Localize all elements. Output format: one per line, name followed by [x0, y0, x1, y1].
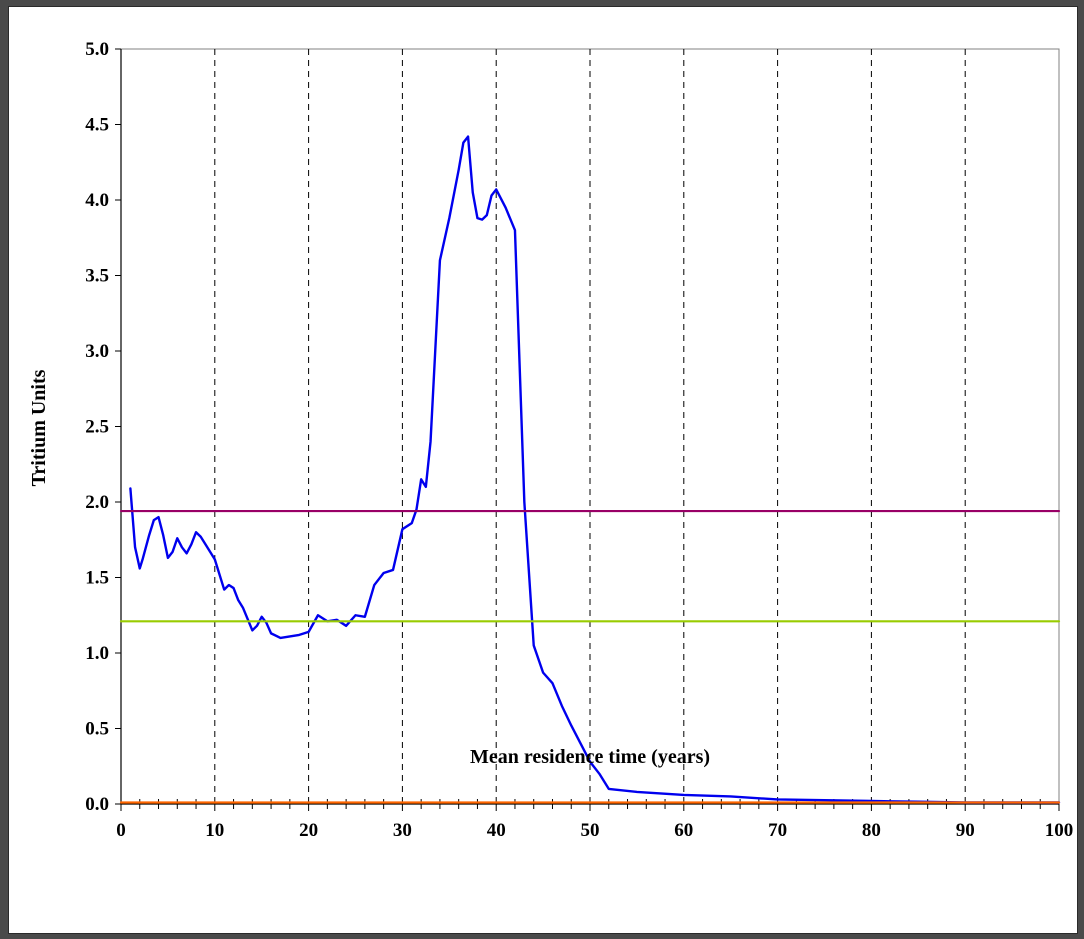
y-tick-label: 2.0 [85, 492, 109, 513]
line-chart: 0 10 20 30 40 50 60 70 80 90 100 0.0 0.5 1.0 1.5 2.0 2.5… [28, 39, 1074, 841]
x-tick-label: 100 [1045, 820, 1074, 841]
y-tick-label: 4.0 [85, 190, 109, 211]
y-tick-label: 3.0 [85, 341, 109, 362]
y-tick-label: 0.5 [85, 719, 109, 740]
y-tick-label: 3.5 [85, 266, 109, 287]
x-tick-label: 50 [581, 820, 600, 841]
x-tick-label: 40 [487, 820, 506, 841]
x-tick-label: 10 [205, 820, 224, 841]
y-tick-label: 0.0 [85, 794, 109, 815]
chart-frame: 0 10 20 30 40 50 60 70 80 90 100 0.0 0.5 1.0 1.5 2.0 2.5… [8, 6, 1078, 934]
y-tick-label: 2.5 [85, 417, 109, 438]
tritium-curve-line [129, 135, 1061, 804]
x-axis-title: Mean residence time (years) [470, 746, 710, 768]
x-tick-label: 0 [116, 820, 126, 841]
x-tick-label: 70 [768, 820, 787, 841]
x-tick-label: 20 [299, 820, 318, 841]
y-tick-label: 1.5 [85, 568, 109, 589]
y-tick-label: 1.0 [85, 643, 109, 664]
y-tick-label: 4.5 [85, 115, 109, 136]
x-tick-label: 80 [862, 820, 881, 841]
y-tick-label: 5.0 [85, 39, 109, 60]
x-tick-label: 30 [393, 820, 412, 841]
x-tick-label: 60 [674, 820, 693, 841]
y-axis-title: Tritium Units [28, 369, 50, 486]
x-tick-label: 90 [956, 820, 975, 841]
